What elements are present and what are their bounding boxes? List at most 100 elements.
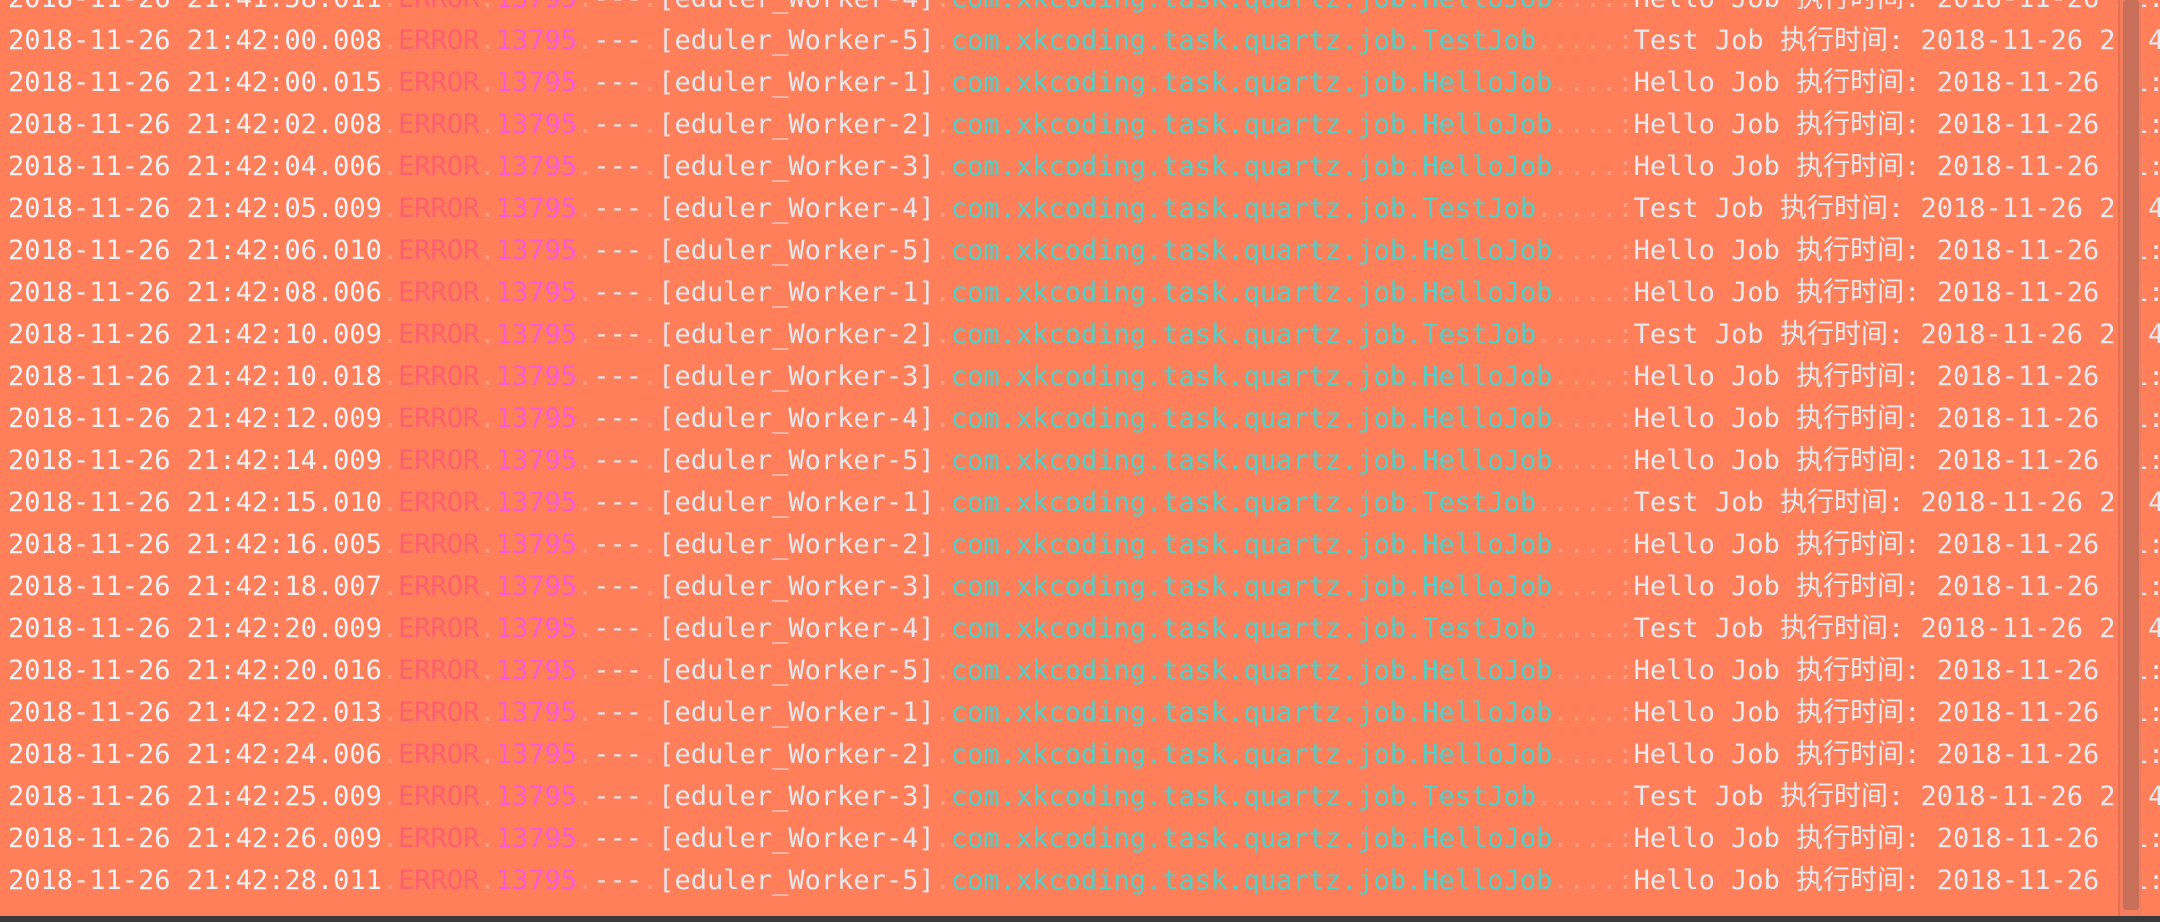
log-timestamp: 2018-11-26 21:42:20.016 <box>8 655 382 686</box>
whitespace-dot: . <box>576 235 594 266</box>
log-pid: 13795 <box>495 361 577 392</box>
log-level: ERROR <box>398 319 480 350</box>
log-message: Hello Job 执行时间: 2018-11-26 21:42:22 <box>1633 697 2160 728</box>
log-message: Test Job 执行时间: 2018-11-26 21:42:15 <box>1633 487 2160 518</box>
log-line: 2018-11-26 21:42:10.018.ERROR.13795.---.… <box>0 361 2160 404</box>
whitespace-dot: . <box>479 0 495 14</box>
whitespace-dot: . <box>642 67 659 98</box>
whitespace-dot: . <box>642 25 659 56</box>
whitespace-dot: . <box>479 151 496 182</box>
window-bottom-border <box>0 916 2160 922</box>
whitespace-dot: . <box>577 0 593 14</box>
whitespace-dot: . <box>576 67 594 98</box>
whitespace-dot: . <box>576 781 594 812</box>
log-dots: ....: <box>1552 571 1634 602</box>
log-pid: 13795 <box>495 235 577 266</box>
whitespace-dot: . <box>576 277 594 308</box>
log-dots: ....: <box>1552 0 1633 14</box>
log-line: 2018-11-26 21:42:06.010.ERROR.13795.---.… <box>0 235 2160 278</box>
log-dots: ....: <box>1552 697 1634 728</box>
log-pid: 13795 <box>495 319 577 350</box>
log-line: 2018-11-26 21:42:04.006.ERROR.13795.---.… <box>0 151 2160 194</box>
log-logger: com.xkcoding.task.quartz.job.TestJob <box>950 193 1537 224</box>
whitespace-dot: . <box>934 151 951 182</box>
whitespace-dot: . <box>381 151 399 182</box>
log-logger: com.xkcoding.task.quartz.job.HelloJob <box>950 445 1553 476</box>
log-logger: com.xkcoding.task.quartz.job.HelloJob <box>950 529 1553 560</box>
whitespace-dot: . <box>381 67 399 98</box>
log-line: 2018-11-26 21:42:28.011.ERROR.13795.---.… <box>0 866 2160 908</box>
whitespace-dot: . <box>381 25 399 56</box>
log-timestamp: 2018-11-26 21:42:24.006 <box>8 739 382 770</box>
log-level: ERROR <box>398 655 480 686</box>
log-separator: --- <box>593 655 643 686</box>
log-thread: [eduler_Worker-3] <box>658 151 935 182</box>
whitespace-dot: . <box>381 571 399 602</box>
whitespace-dot: . <box>479 823 496 854</box>
log-thread: [eduler_Worker-3] <box>658 781 935 812</box>
whitespace-dot: . <box>381 361 399 392</box>
whitespace-dot: . <box>934 277 951 308</box>
log-message: Hello Job 执行时间: 2018-11-26 21:42:28 <box>1633 865 2160 896</box>
log-level: ERROR <box>398 697 480 728</box>
whitespace-dot: . <box>934 781 951 812</box>
log-message: Test Job 执行时间: 2018-11-26 21:42:25 <box>1633 781 2160 812</box>
whitespace-dot: . <box>934 319 951 350</box>
whitespace-dot: . <box>479 613 496 644</box>
log-logger: com.xkcoding.task.quartz.job.HelloJob <box>950 109 1553 140</box>
log-line: 2018-11-26 21:42:20.016.ERROR.13795.---.… <box>0 655 2160 698</box>
whitespace-dot: . <box>642 781 659 812</box>
log-timestamp: 2018-11-26 21:42:14.009 <box>8 445 382 476</box>
whitespace-dot: . <box>642 697 659 728</box>
whitespace-dot: . <box>934 823 951 854</box>
log-thread: [eduler_Worker-1] <box>658 277 935 308</box>
whitespace-dot: . <box>642 193 659 224</box>
log-pid: 13795 <box>495 403 577 434</box>
log-dots: ....: <box>1552 109 1634 140</box>
log-pid: 13795 <box>495 655 577 686</box>
log-logger: com.xkcoding.task.quartz.job.HelloJob <box>950 277 1553 308</box>
log-line: 2018-11-26 21:42:18.007.ERROR.13795.---.… <box>0 571 2160 614</box>
log-level: ERROR <box>398 445 480 476</box>
whitespace-dot: . <box>934 739 951 770</box>
log-pid: 13795 <box>495 571 577 602</box>
log-pid: 13795 <box>495 277 577 308</box>
whitespace-dot: . <box>934 697 951 728</box>
log-pid: 13795 <box>495 193 577 224</box>
scrollbar-thumb[interactable] <box>2123 0 2139 910</box>
log-separator: --- <box>593 67 643 98</box>
whitespace-dot: . <box>479 571 496 602</box>
log-dots: .....: <box>1536 25 1634 56</box>
whitespace-dot: . <box>381 193 399 224</box>
log-logger: com.xkcoding.task.quartz.job.HelloJob <box>950 67 1553 98</box>
log-message: Hello Job 执行时间: 2018-11-26 21:42:08 <box>1633 277 2160 308</box>
whitespace-dot: . <box>576 697 594 728</box>
log-separator: --- <box>593 25 643 56</box>
log-thread: [eduler_Worker-2] <box>658 319 935 350</box>
log-thread: [eduler_Worker-2] <box>658 529 935 560</box>
log-timestamp: 2018-11-26 21:42:10.018 <box>8 361 382 392</box>
whitespace-dot: . <box>479 277 496 308</box>
whitespace-dot: . <box>642 319 659 350</box>
log-message: Hello Job 执行时间: 2018-11-26 21:42:02 <box>1633 109 2160 140</box>
log-pid: 13795 <box>495 487 577 518</box>
log-message: Hello Job 执行时间: 2018-11-26 21:42:00 <box>1633 67 2160 98</box>
whitespace-dot: . <box>642 277 659 308</box>
log-level: ERROR <box>398 361 480 392</box>
log-line: 2018-11-26 21:42:22.013.ERROR.13795.---.… <box>0 697 2160 740</box>
whitespace-dot: . <box>381 319 399 350</box>
log-line: 2018-11-26 21:42:15.010.ERROR.13795.---.… <box>0 487 2160 530</box>
log-separator: --- <box>593 613 643 644</box>
whitespace-dot: . <box>642 361 659 392</box>
log-message: Test Job 执行时间: 2018-11-26 21:42:20 <box>1633 613 2160 644</box>
vertical-scrollbar[interactable] <box>2118 0 2142 916</box>
log-separator: --- <box>593 529 643 560</box>
log-timestamp: 2018-11-26 21:42:22.013 <box>8 697 382 728</box>
log-dots: ....: <box>1552 529 1634 560</box>
log-pid: 13795 <box>495 781 577 812</box>
log-dots: ....: <box>1552 655 1634 686</box>
whitespace-dot: . <box>479 235 496 266</box>
whitespace-dot: . <box>642 445 659 476</box>
whitespace-dot: . <box>576 655 594 686</box>
